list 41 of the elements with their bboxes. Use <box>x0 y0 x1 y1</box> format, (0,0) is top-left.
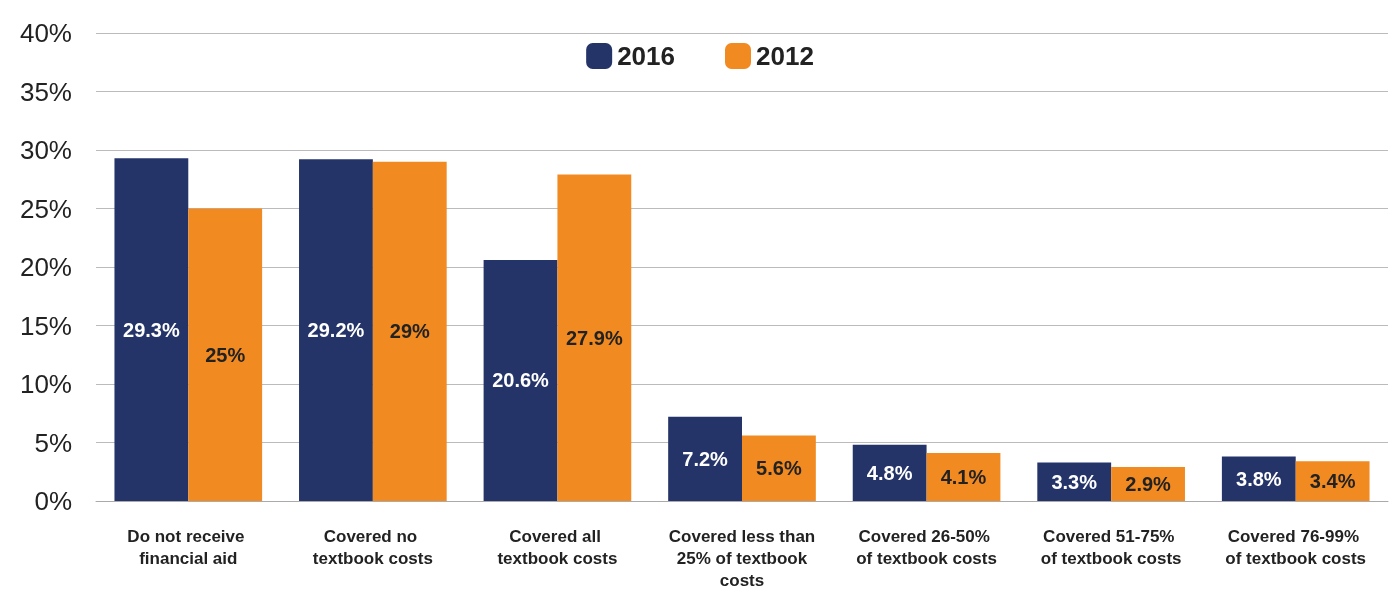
bar <box>668 416 742 501</box>
x-tick-label: Do not receive financial aid <box>127 526 250 568</box>
bar <box>557 174 632 501</box>
x-tick-label: Covered no textbook costs <box>312 526 433 568</box>
data-label: 25% <box>205 343 246 366</box>
data-label: 29.3% <box>123 318 180 341</box>
data-label: 3.8% <box>1236 467 1282 490</box>
legend-label: 2012 <box>756 41 814 71</box>
bar <box>114 158 189 501</box>
data-label: 5.6% <box>756 457 802 480</box>
x-tick-label: Covered all textbook costs <box>497 526 618 568</box>
y-tick-label: 0% <box>34 486 72 516</box>
data-label: 27.9% <box>565 326 623 349</box>
x-tick-label: Covered 76-99% of textbook costs <box>1225 526 1367 568</box>
data-label: 20.6% <box>492 369 550 392</box>
bar <box>299 159 373 501</box>
x-tick-label: Covered 51-75% of textbook costs <box>1040 526 1182 568</box>
y-tick-label: 35% <box>19 76 72 107</box>
data-label: 2.9% <box>1125 473 1172 496</box>
data-label: 7.2% <box>682 447 729 470</box>
x-tick-label: Covered 26-50% of textbook costs <box>856 526 997 568</box>
data-label: 3.3% <box>1051 470 1098 493</box>
bar <box>742 435 816 501</box>
bar <box>483 259 558 501</box>
y-tick-label: 40% <box>19 18 72 48</box>
legend-label: 2016 <box>617 41 675 71</box>
data-label: 4.1% <box>940 466 987 489</box>
bar <box>372 161 447 501</box>
bar <box>188 208 263 501</box>
data-label: 4.8% <box>866 461 913 484</box>
y-tick-label: 20% <box>19 252 72 282</box>
data-label: 3.4% <box>1309 470 1356 493</box>
data-label: 29% <box>389 320 430 343</box>
y-tick-label: 25% <box>19 193 72 224</box>
y-tick-label: 10% <box>19 369 72 399</box>
y-tick-label: 5% <box>34 427 72 458</box>
y-tick-label: 15% <box>19 310 72 341</box>
y-tick-label: 30% <box>19 135 72 165</box>
bar <box>852 444 927 501</box>
x-tick-label: Covered less than 25% of textbook costs <box>668 526 816 590</box>
data-label: 29.2% <box>307 319 365 342</box>
